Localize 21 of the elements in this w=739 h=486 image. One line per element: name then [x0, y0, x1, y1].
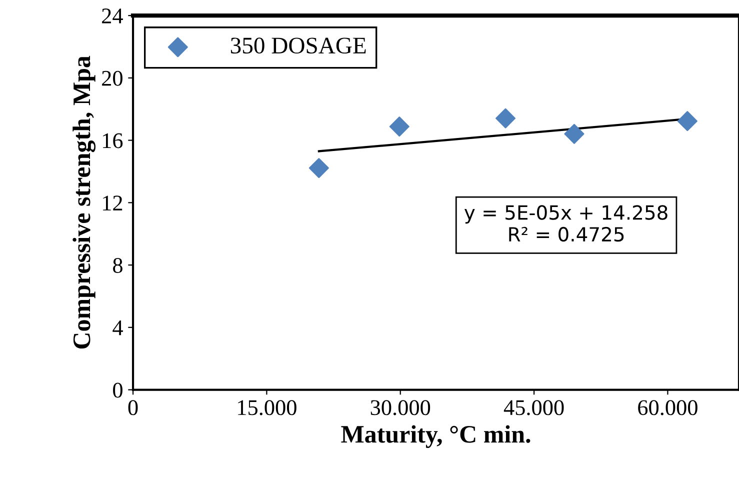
y-tick-label: 4 [112, 320, 123, 336]
y-axis-title: Compressive strength, Mpa [72, 56, 96, 349]
point [308, 158, 329, 178]
y-tick-label: 16 [103, 133, 123, 148]
x-tick-label: 45.000 [504, 400, 564, 416]
x-axis-title: Maturity, °C min. [341, 425, 530, 448]
x-tick-label: 15.000 [238, 400, 296, 416]
x-tick-label: 60.000 [638, 400, 698, 416]
point [564, 124, 584, 144]
x-tick-label: 30.000 [370, 400, 430, 416]
y-tick-label: 24 [102, 8, 123, 24]
y-tick-label: 0 [113, 382, 122, 398]
y-tick-label: 20 [102, 70, 122, 86]
point [389, 116, 410, 137]
y-tick-label: 8 [113, 258, 122, 273]
y-tick-label: 12 [103, 196, 122, 210]
annotation: y = 5E-05x + 14.258 R² = 0.4725 [464, 205, 668, 242]
point [677, 111, 698, 132]
x-tick-label: 0 [128, 400, 138, 416]
point [496, 108, 516, 128]
legend-label: 350 DOSAGE [230, 38, 366, 54]
